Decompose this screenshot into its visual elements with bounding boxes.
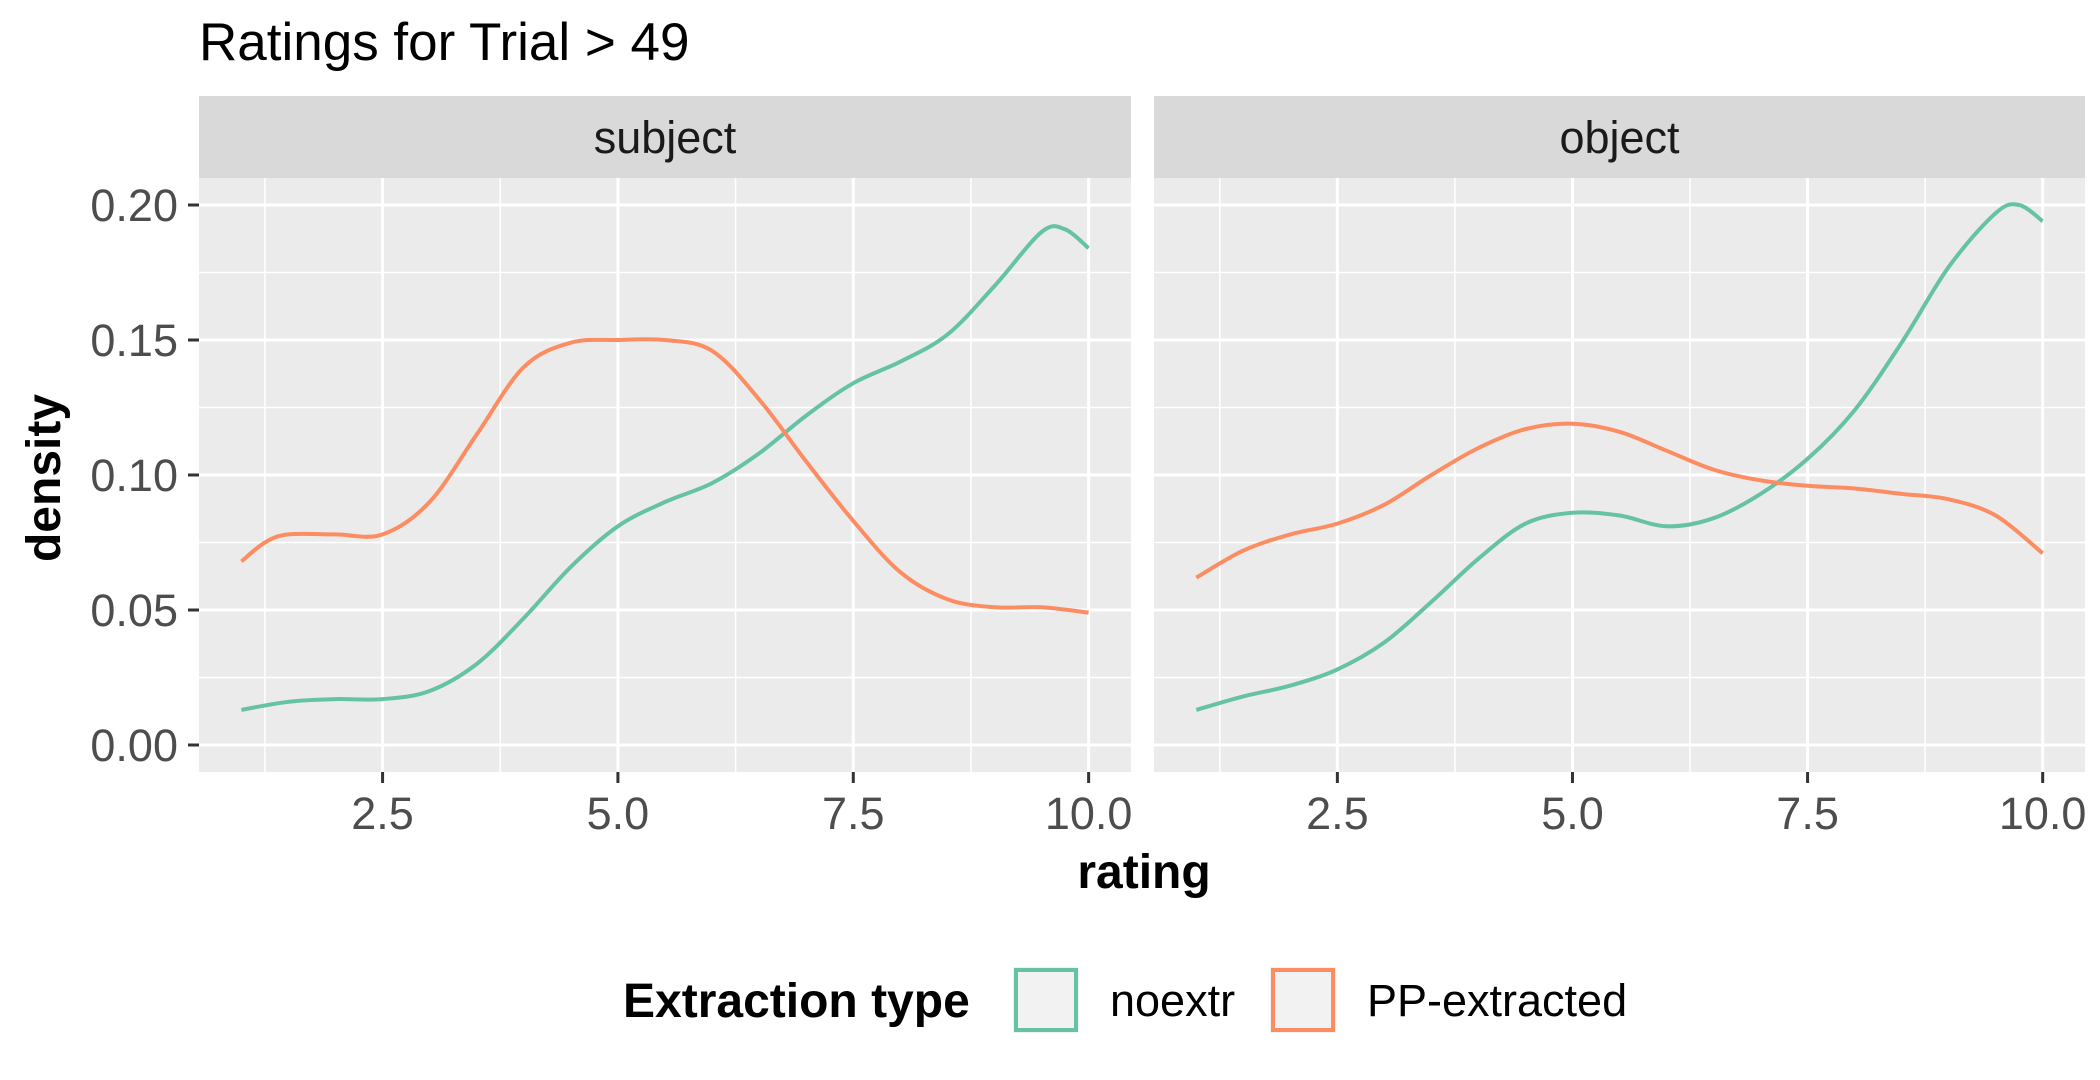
y-tick-label: 0.15 (90, 315, 178, 366)
x-tick-label: 7.5 (822, 788, 885, 839)
facet-strip-subject (199, 96, 1131, 178)
legend-key-noextr (1013, 967, 1079, 1033)
x-axes: 2.5 5.0 7.5 10.0 2.5 5.0 7.5 10.0 (351, 772, 2086, 839)
y-axis: 0.00 0.05 0.10 0.15 0.20 (90, 180, 199, 771)
y-tick-label: 0.00 (90, 720, 178, 771)
y-tick-label: 0.10 (90, 450, 178, 501)
facet-panels: subject object (199, 96, 2085, 772)
density-line-pp-extracted-subject (240, 337, 1089, 615)
x-tick-label: 5.0 (1541, 788, 1604, 839)
x-tick-label: 10.0 (1999, 788, 2087, 839)
y-tick-label: 0.05 (90, 585, 178, 636)
legend-label-noextr: noextr (1110, 975, 1235, 1026)
x-tick-label: 5.0 (587, 788, 650, 839)
density-line-pp-extracted-object (1195, 421, 2044, 580)
legend-key-pp-extracted (1270, 967, 1336, 1033)
legend-swatch-noextr (1014, 968, 1078, 1032)
legend: Extraction type noextr PP-extracted (623, 967, 1627, 1033)
legend-swatch-pp-extracted (1271, 968, 1335, 1032)
panel-subject: subject (199, 96, 1131, 772)
chart-title: Ratings for Trial > 49 (199, 13, 689, 72)
x-tick-label: 2.5 (1306, 788, 1369, 839)
density-line-noextr-subject (241, 224, 1090, 712)
panel-object: object (1154, 96, 2085, 772)
legend-label-pp-extracted: PP-extracted (1367, 975, 1627, 1026)
facet-strip-object (1154, 96, 2085, 178)
y-tick-label: 0.20 (90, 180, 178, 231)
y-axis-title: density (18, 394, 71, 562)
x-tick-label: 7.5 (1776, 788, 1839, 839)
x-axis-title: rating (1077, 846, 1210, 899)
density-line-noextr-object (1195, 202, 2044, 712)
facet-label-object: object (1559, 112, 1680, 163)
facet-label-subject: subject (594, 112, 737, 163)
x-tick-label: 2.5 (351, 788, 414, 839)
x-tick-label: 10.0 (1045, 788, 1133, 839)
legend-title: Extraction type (623, 975, 970, 1028)
